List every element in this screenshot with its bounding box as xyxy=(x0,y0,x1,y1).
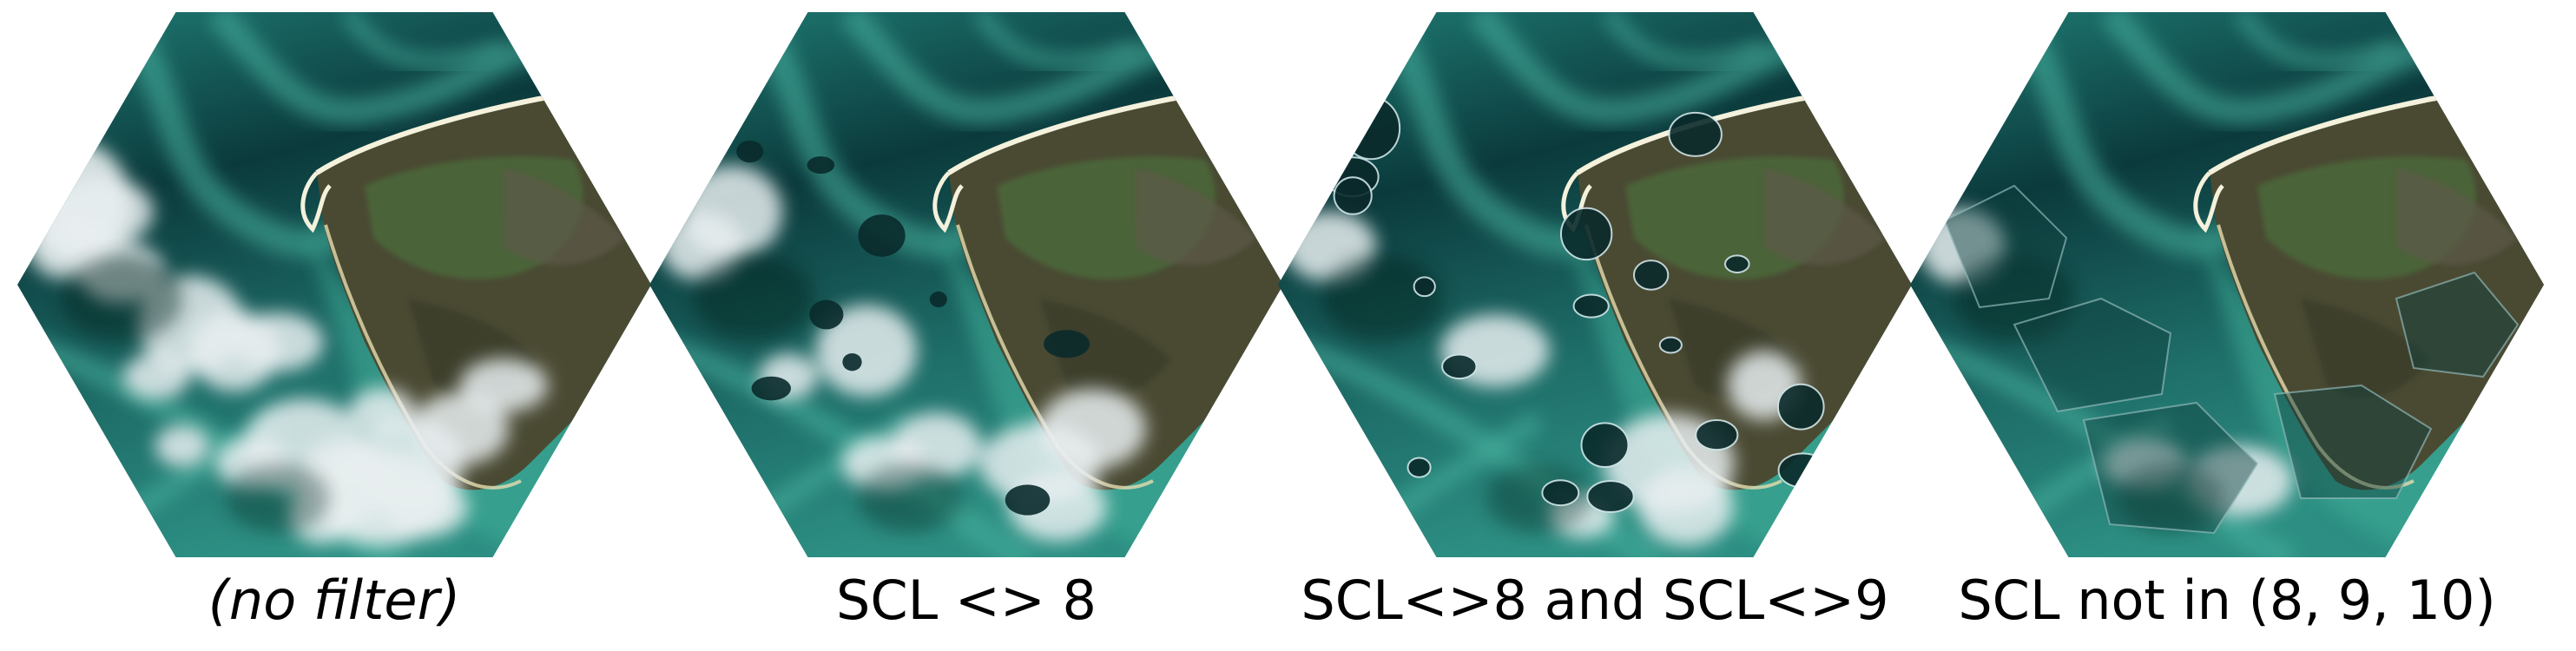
sandbank-swirl xyxy=(2233,12,2399,69)
sandbank-swirl xyxy=(839,12,1208,125)
panel-caption: SCL <> 8 xyxy=(836,569,1097,632)
panel-caption: SCL not in (8, 9, 10) xyxy=(1958,569,2496,632)
panel-caption: SCL<>8 and SCL<>9 xyxy=(1301,569,1889,632)
satellite-image-hexagon xyxy=(649,12,1283,557)
sandbank-swirl xyxy=(1278,331,1662,557)
image-panel: SCL not in (8, 9, 10) xyxy=(1910,12,2544,651)
sandbank-swirl xyxy=(340,12,506,69)
panel-caption: (no filter) xyxy=(208,569,461,632)
cloud-layer xyxy=(660,165,1146,542)
image-panel: (no filter) xyxy=(17,12,651,651)
satellite-image-hexagon xyxy=(1910,12,2544,557)
image-panel: SCL<>8 and SCL<>9 xyxy=(1278,12,1912,651)
satellite-image-hexagon xyxy=(1278,12,1912,557)
sandbank-swirl xyxy=(972,12,1138,69)
satellite-image-hexagon xyxy=(17,12,651,557)
sandbank-swirl xyxy=(1601,12,1767,69)
sandbank-swirl xyxy=(2099,12,2468,125)
sandbank-swirl xyxy=(207,12,576,125)
scl-mask-layer xyxy=(1943,184,2520,535)
sandbank-swirl xyxy=(1467,12,1836,125)
image-panel: SCL <> 8 xyxy=(649,12,1283,651)
